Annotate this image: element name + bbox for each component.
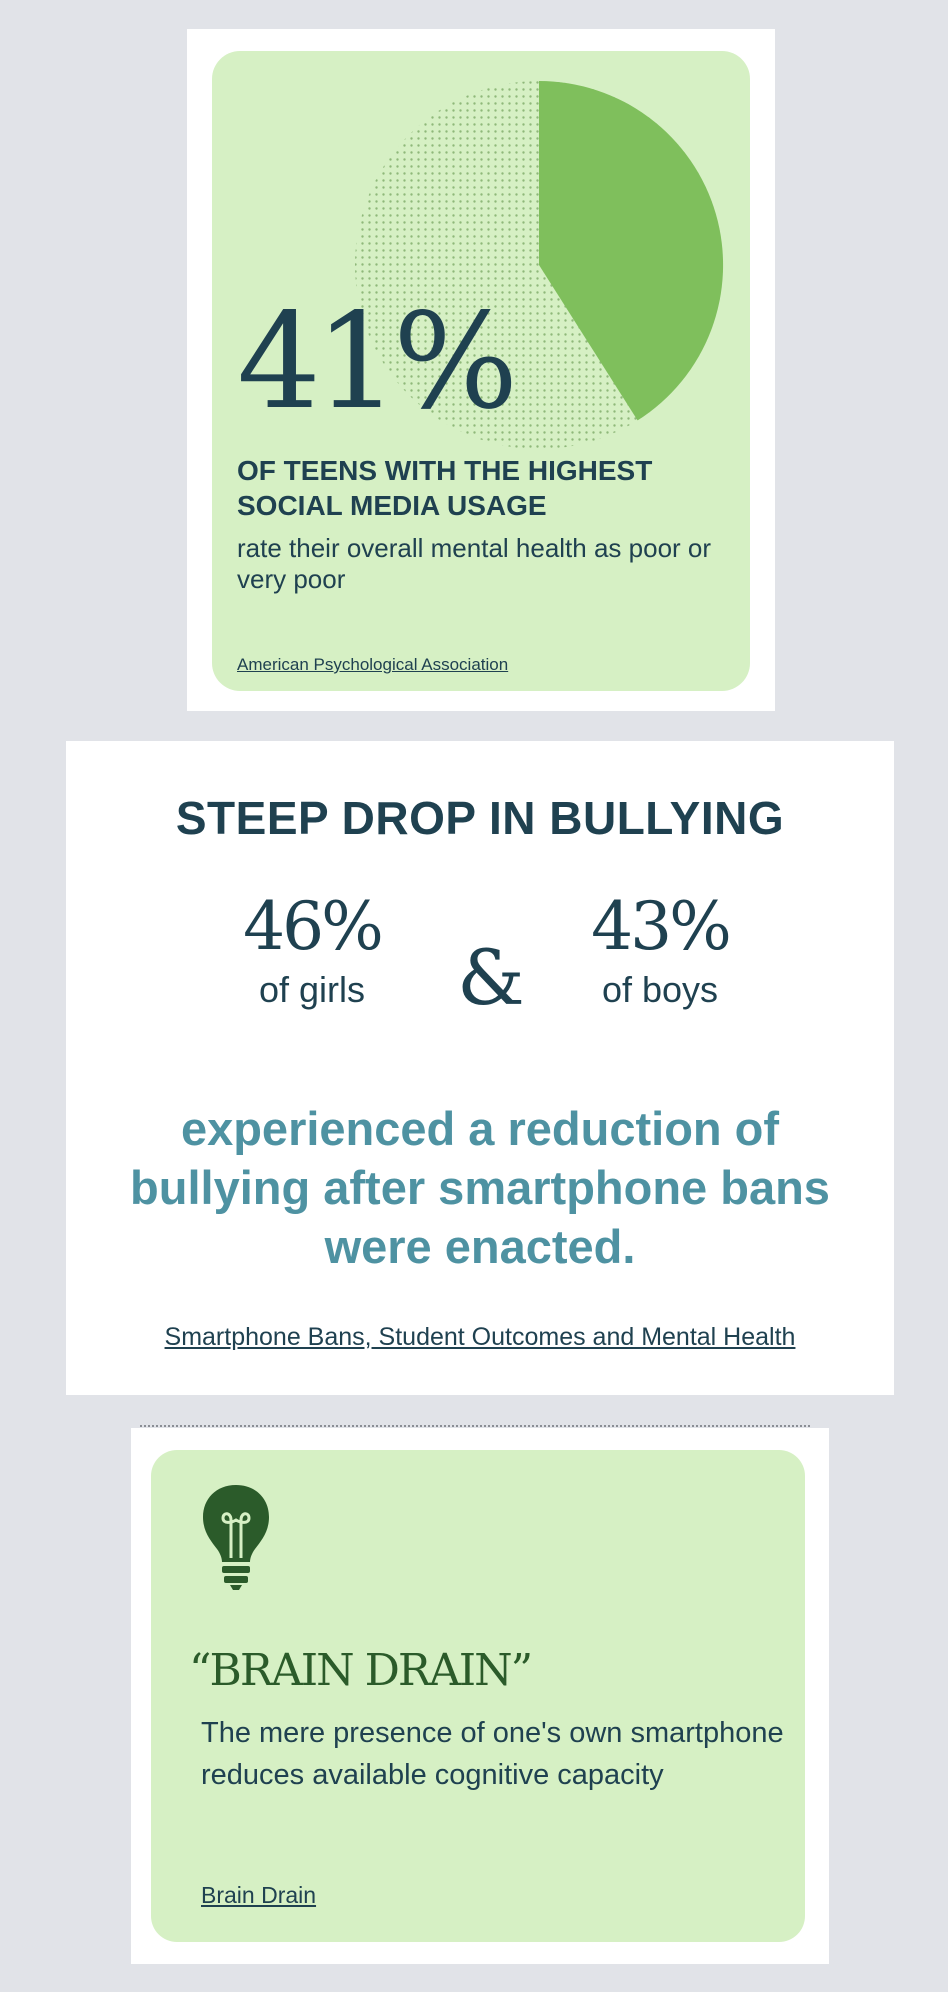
boys-percent: 43% bbox=[591, 888, 732, 965]
pie-highlight-slice bbox=[539, 80, 724, 421]
stat-headline: OF TEENS WITH THE HIGHEST SOCIAL MEDIA U… bbox=[237, 455, 653, 521]
ampersand: & bbox=[457, 933, 525, 1022]
source-link[interactable]: Smartphone Bans, Student Outcomes and Me… bbox=[164, 1323, 796, 1351]
brain-drain-headline: “BRAIN DRAIN” bbox=[189, 1645, 533, 1696]
dotted-divider bbox=[140, 1425, 810, 1427]
boys-label: of boys bbox=[601, 969, 719, 1010]
brain-drain-card: “BRAIN DRAIN” The mere presence of one's… bbox=[151, 1450, 805, 1942]
brain-drain-panel: “BRAIN DRAIN” The mere presence of one's… bbox=[131, 1428, 829, 1964]
teen-mental-health-panel: 41% OF TEENS WITH THE HIGHEST SOCIAL MED… bbox=[187, 29, 775, 711]
bullying-panel: STEEP DROP IN BULLYING 46% of girls & 43… bbox=[66, 741, 894, 1395]
stat-card: 41% OF TEENS WITH THE HIGHEST SOCIAL MED… bbox=[212, 51, 750, 691]
boys-stat: 43% of boys bbox=[560, 888, 760, 1012]
bullying-title: STEEP DROP IN BULLYING bbox=[175, 792, 785, 844]
brain-drain-description: The mere presence of one's own smartphon… bbox=[201, 1717, 784, 1791]
stat-description: rate their overall mental health as poor… bbox=[237, 533, 712, 594]
lightbulb-icon bbox=[203, 1485, 269, 1590]
source-link[interactable]: Brain Drain bbox=[201, 1882, 317, 1908]
bullying-description: experienced a reduction of bullying afte… bbox=[130, 1102, 830, 1273]
girls-percent: 46% bbox=[243, 888, 384, 965]
pie-chart bbox=[355, 80, 724, 449]
girls-label: of girls bbox=[258, 969, 366, 1010]
source-link[interactable]: American Psychological Association bbox=[237, 655, 509, 674]
big-percent: 41% bbox=[237, 285, 518, 439]
girls-stat: 46% of girls bbox=[212, 888, 412, 1012]
